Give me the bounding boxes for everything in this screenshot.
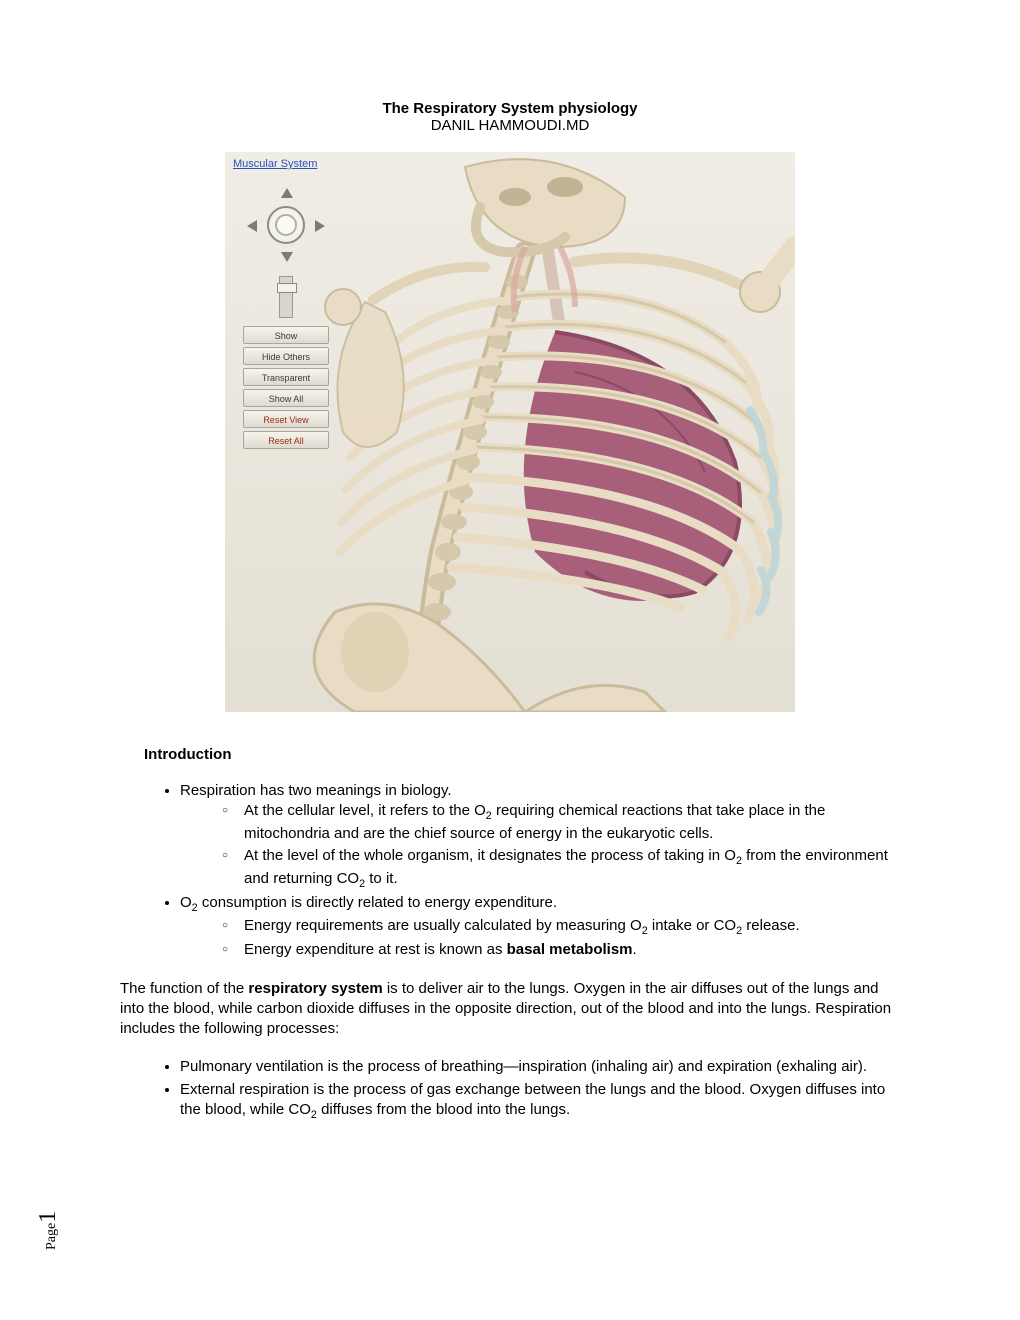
page-title: The Respiratory System physiology <box>120 100 900 117</box>
sub-list: At the cellular level, it refers to the … <box>222 801 900 891</box>
list-item: At the cellular level, it refers to the … <box>222 801 900 844</box>
control-buttons: Show Hide Others Transparent Show All Re… <box>243 326 329 452</box>
anatomy-figure: Muscular System Show Hide Others Transpa… <box>225 152 795 712</box>
zoom-slider[interactable] <box>279 276 293 318</box>
list-text: Respiration has two meanings in biology. <box>180 782 452 799</box>
body-text: Respiration has two meanings in biology.… <box>120 781 900 1122</box>
list-item: Respiration has two meanings in biology.… <box>180 781 900 891</box>
transparent-button[interactable]: Transparent <box>243 368 329 386</box>
list-item: Energy expenditure at rest is known as b… <box>222 940 900 960</box>
nav-pad[interactable] <box>243 182 329 268</box>
list-item: Energy requirements are usually calculat… <box>222 916 900 939</box>
figure-wrap: Muscular System Show Hide Others Transpa… <box>120 152 900 716</box>
reset-view-button[interactable]: Reset View <box>243 410 329 428</box>
page-n: 1 <box>35 1211 61 1223</box>
paragraph: The function of the respiratory system i… <box>120 979 900 1040</box>
nav-right-icon[interactable] <box>315 220 325 232</box>
page-number: Page1 <box>35 1211 62 1250</box>
process-list: Pulmonary ventilation is the process of … <box>180 1057 900 1122</box>
page-label: Page <box>44 1223 59 1250</box>
reset-all-button[interactable]: Reset All <box>243 431 329 449</box>
title-block: The Respiratory System physiology DANIL … <box>120 100 900 134</box>
zoom-knob-icon[interactable] <box>277 283 297 293</box>
hide-others-button[interactable]: Hide Others <box>243 347 329 365</box>
nav-left-icon[interactable] <box>247 220 257 232</box>
sub-list: Energy requirements are usually calculat… <box>222 916 900 961</box>
show-button[interactable]: Show <box>243 326 329 344</box>
author: DANIL HAMMOUDI.MD <box>120 117 900 134</box>
list-item: O2 consumption is directly related to en… <box>180 893 900 960</box>
nav-down-icon[interactable] <box>281 252 293 262</box>
list-item: External respiration is the process of g… <box>180 1080 900 1123</box>
list-item: Pulmonary ventilation is the process of … <box>180 1057 900 1077</box>
section-heading: Introduction <box>144 746 900 763</box>
nav-center-icon[interactable] <box>275 214 297 236</box>
intro-list: Respiration has two meanings in biology.… <box>180 781 900 961</box>
list-item: At the level of the whole organism, it d… <box>222 846 900 891</box>
muscular-system-link[interactable]: Muscular System <box>233 158 317 170</box>
nav-up-icon[interactable] <box>281 188 293 198</box>
show-all-button[interactable]: Show All <box>243 389 329 407</box>
